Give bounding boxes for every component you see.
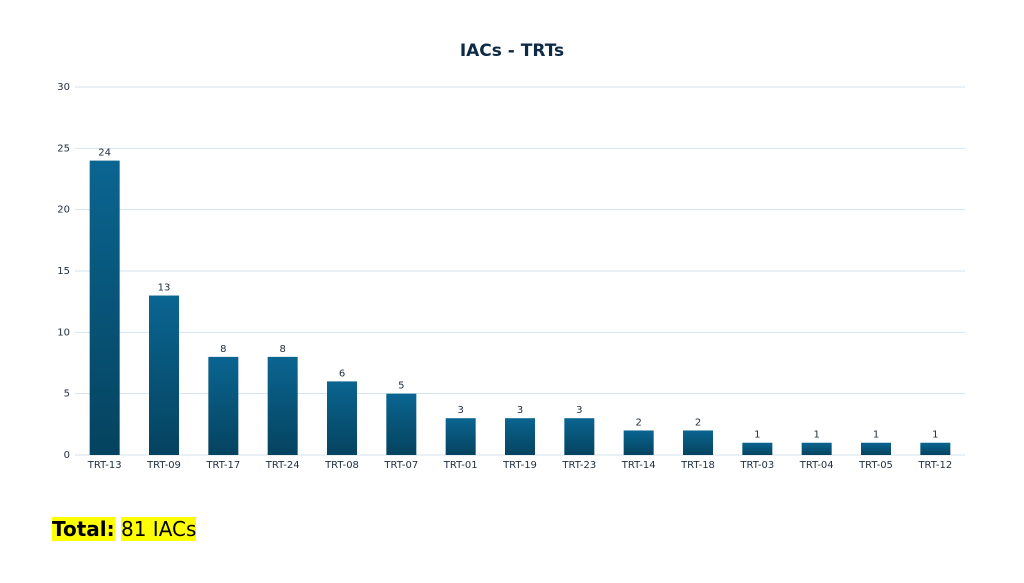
bar <box>149 295 179 455</box>
x-tick-label: TRT-19 <box>502 460 537 471</box>
x-tick-label: TRT-04 <box>799 460 834 471</box>
value-label: 6 <box>339 368 345 379</box>
x-tick-label: TRT-07 <box>383 460 418 471</box>
y-tick-label: 10 <box>57 327 70 338</box>
x-tick-label: TRT-05 <box>858 460 893 471</box>
x-tick-label: TRT-12 <box>917 460 952 471</box>
bar <box>505 418 535 455</box>
y-tick-label: 25 <box>57 143 70 154</box>
x-tick-label: TRT-23 <box>561 460 596 471</box>
x-tick-label: TRT-13 <box>87 460 122 471</box>
value-label: 3 <box>517 405 523 416</box>
value-label: 3 <box>457 405 463 416</box>
x-tick-label: TRT-17 <box>205 460 240 471</box>
y-tick-label: 30 <box>57 82 70 93</box>
x-tick-label: TRT-03 <box>739 460 774 471</box>
value-label: 1 <box>754 430 760 441</box>
value-label: 2 <box>635 417 641 428</box>
chart-title: IACs - TRTs <box>460 41 564 61</box>
bar <box>683 430 713 455</box>
y-tick-label: 20 <box>57 205 70 216</box>
y-tick-label: 0 <box>64 450 70 461</box>
value-label: 8 <box>220 344 226 355</box>
value-label: 1 <box>932 430 938 441</box>
footer: Total: 81 IACs <box>52 515 197 543</box>
chart: IACs - TRTs 051015202530TRT-1324TRT-0913… <box>57 41 965 471</box>
bar <box>742 442 773 455</box>
value-label: 24 <box>98 148 111 159</box>
bar <box>920 442 951 455</box>
bar <box>386 393 417 455</box>
x-tick-label: TRT-24 <box>265 460 300 471</box>
value-label: 3 <box>576 405 582 416</box>
footer-text: 81 IACs <box>121 517 197 541</box>
bar <box>267 356 298 455</box>
value-label: 1 <box>873 430 879 441</box>
bar <box>89 160 120 455</box>
value-label: 5 <box>398 381 404 392</box>
bar <box>623 430 654 455</box>
bar <box>327 381 357 455</box>
footer-label: Total: <box>52 517 115 541</box>
x-tick-label: TRT-09 <box>146 460 181 471</box>
x-tick-label: TRT-14 <box>621 460 656 471</box>
y-tick-label: 5 <box>64 389 70 400</box>
x-tick-label: TRT-01 <box>443 460 478 471</box>
value-label: 13 <box>158 283 171 294</box>
y-tick-label: 15 <box>57 266 70 277</box>
value-label: 2 <box>695 417 701 428</box>
bar <box>861 442 891 455</box>
bar <box>445 418 476 455</box>
value-label: 1 <box>813 430 819 441</box>
bar <box>564 418 595 455</box>
x-tick-label: TRT-08 <box>324 460 359 471</box>
value-label: 8 <box>279 344 285 355</box>
bar <box>801 442 832 455</box>
x-tick-label: TRT-18 <box>680 460 715 471</box>
bar <box>208 356 239 455</box>
